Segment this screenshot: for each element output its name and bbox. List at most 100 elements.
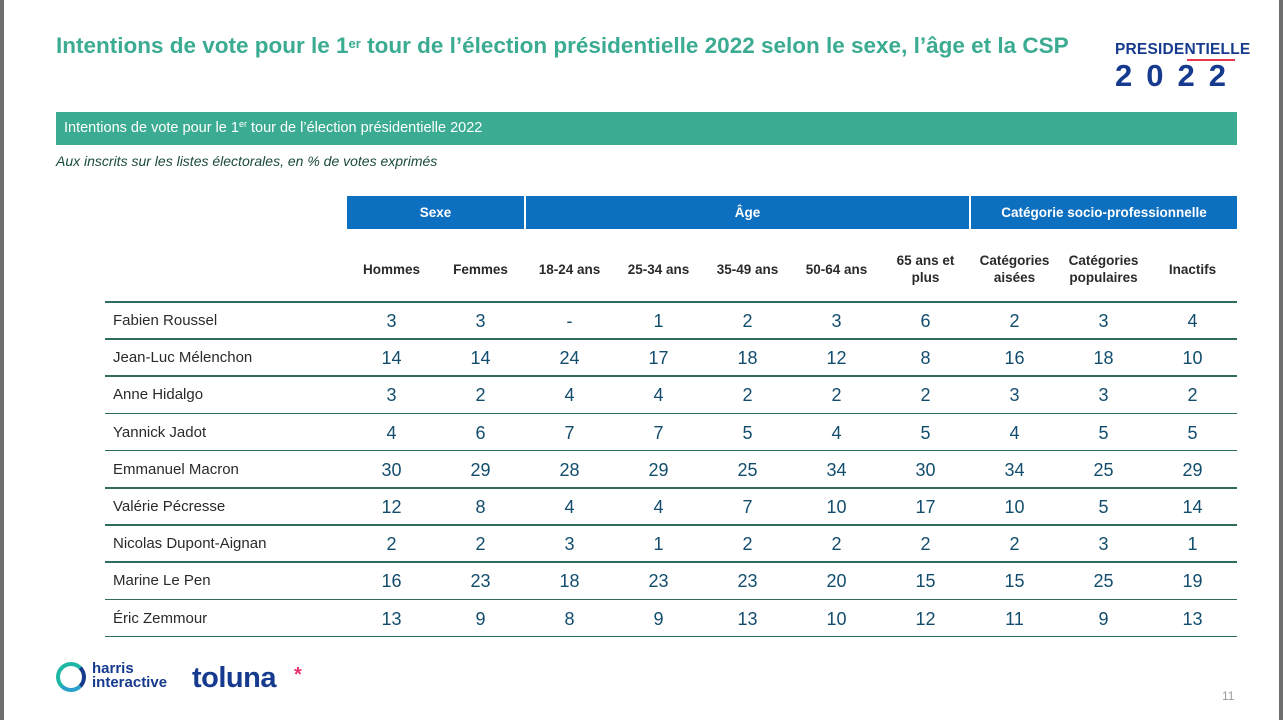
table-cell: 23 <box>648 571 669 592</box>
group-header-sexe: Sexe <box>347 196 524 229</box>
table-cell: 3 <box>1098 311 1109 331</box>
banner-text-rest: tour de l’élection présidentielle 2022 <box>246 120 483 136</box>
banner-sup: er <box>238 119 247 129</box>
table-cell: 1 <box>1187 534 1198 555</box>
table-divider <box>105 598 1237 601</box>
table-cell: 5 <box>920 422 931 443</box>
table-cell: 12 <box>915 608 936 629</box>
table-cell: 6 <box>475 422 486 443</box>
column-header: Catégories populaires <box>1068 253 1139 285</box>
harris-interactive-logo: harris interactive <box>92 661 168 691</box>
column-header: Inactifs <box>1168 261 1217 277</box>
section-banner: Intentions de vote pour le 1er tour de l… <box>56 112 1237 145</box>
logo-digits: 2022 <box>1115 58 1240 93</box>
candidate-name: Emmanuel Macron <box>113 460 239 478</box>
table-cell: 3 <box>475 311 486 331</box>
table-cell: 7 <box>653 422 664 443</box>
column-header: 35-49 ans <box>716 261 779 277</box>
table-cell: 6 <box>920 311 931 331</box>
table-cell: 5 <box>1187 422 1198 443</box>
table-cell: 23 <box>737 571 758 592</box>
candidate-name: Jean-Luc Mélenchon <box>113 349 253 367</box>
table-cell: 16 <box>1004 348 1025 369</box>
table-cell: 3 <box>1098 385 1109 406</box>
presidentielle-2022-logo: PRESIDENTIELLE 2022 <box>1113 40 1250 93</box>
column-header: Catégories aisées <box>979 253 1050 285</box>
column-header: 18-24 ans <box>538 261 601 277</box>
candidate-name: Nicolas Dupont-Aignan <box>113 535 267 553</box>
table-divider <box>105 524 1237 526</box>
table-cell: 2 <box>475 385 486 406</box>
table-cell: 29 <box>648 459 669 480</box>
table-cell: 9 <box>653 608 664 629</box>
subtitle: Aux inscrits sur les listes électorales,… <box>56 153 438 169</box>
table-cell: 15 <box>915 571 936 592</box>
window-right-edge <box>1279 0 1283 720</box>
table-cell: 13 <box>737 608 758 629</box>
table-cell: 8 <box>920 348 931 369</box>
table-cell: 9 <box>1098 608 1109 629</box>
table-cell: 1 <box>653 311 664 331</box>
table-cell: 3 <box>386 385 397 406</box>
window-left-edge <box>0 0 4 720</box>
table-cell: 10 <box>826 497 847 517</box>
table-cell: 2 <box>742 385 753 406</box>
table-cell: 4 <box>653 497 664 517</box>
candidate-name: Fabien Roussel <box>113 312 218 329</box>
table-cell: 17 <box>915 497 936 517</box>
table-cell: 15 <box>1004 571 1025 592</box>
table-cell: 3 <box>564 534 575 555</box>
table-cell: 29 <box>470 459 491 480</box>
table-cell: 7 <box>564 422 575 443</box>
table-cell: 8 <box>564 608 575 629</box>
column-header: Femmes <box>453 261 508 277</box>
table-cell: 18 <box>559 571 580 592</box>
table-cell: 2 <box>1009 534 1020 555</box>
table-cell: 19 <box>1182 571 1203 592</box>
table-cell: 24 <box>559 348 580 369</box>
table-cell: 14 <box>470 348 491 369</box>
table-cell: 18 <box>1093 348 1114 369</box>
toluna-star-icon: * <box>294 664 302 686</box>
column-header: 65 ans et plus <box>896 253 955 285</box>
candidate-name: Valérie Pécresse <box>113 498 226 515</box>
table-cell: 14 <box>381 348 402 369</box>
table-cell: 12 <box>826 348 847 369</box>
table-cell: 30 <box>915 459 936 480</box>
group-header-age: Âge <box>526 196 969 229</box>
table-cell: 23 <box>470 571 491 592</box>
table-cell: 5 <box>742 422 753 443</box>
table-cell: 5 <box>1098 422 1109 443</box>
harris-ring-icon <box>56 662 86 692</box>
table-cell: 34 <box>1004 459 1025 480</box>
table-cell: 2 <box>831 385 842 406</box>
column-header: 25-34 ans <box>627 261 690 277</box>
table-cell: 17 <box>648 348 669 369</box>
interactive-word: interactive <box>92 674 168 691</box>
candidate-name: Éric Zemmour <box>113 609 208 627</box>
table-cell: 25 <box>737 459 758 480</box>
table-divider <box>105 635 1237 638</box>
table-cell: 4 <box>1009 422 1020 443</box>
table-cell: 3 <box>1009 385 1020 406</box>
table-cell: 14 <box>1182 497 1203 517</box>
table-divider <box>105 449 1237 452</box>
table-divider <box>105 375 1237 377</box>
toluna-logo: toluna <box>192 662 277 694</box>
table-cell: 4 <box>564 385 575 406</box>
table-cell: 29 <box>1182 459 1203 480</box>
column-header: Hommes <box>362 261 421 277</box>
column-header: 50-64 ans <box>805 261 868 277</box>
table-divider <box>105 487 1237 489</box>
table-cell: 2 <box>742 311 753 331</box>
table-cell: 7 <box>742 497 753 517</box>
title-sup: er <box>348 36 361 51</box>
table-divider <box>105 301 1237 303</box>
title-text-rest: tour de l’élection présidentielle 2022 s… <box>360 33 1069 58</box>
table-cell: 4 <box>1187 311 1198 331</box>
candidate-name: Yannick Jadot <box>113 423 207 441</box>
banner-text: Intentions de vote pour le 1 <box>64 120 239 136</box>
table-cell: 9 <box>475 608 486 629</box>
table-cell: 4 <box>831 422 842 443</box>
table-cell: 11 <box>1005 608 1024 629</box>
